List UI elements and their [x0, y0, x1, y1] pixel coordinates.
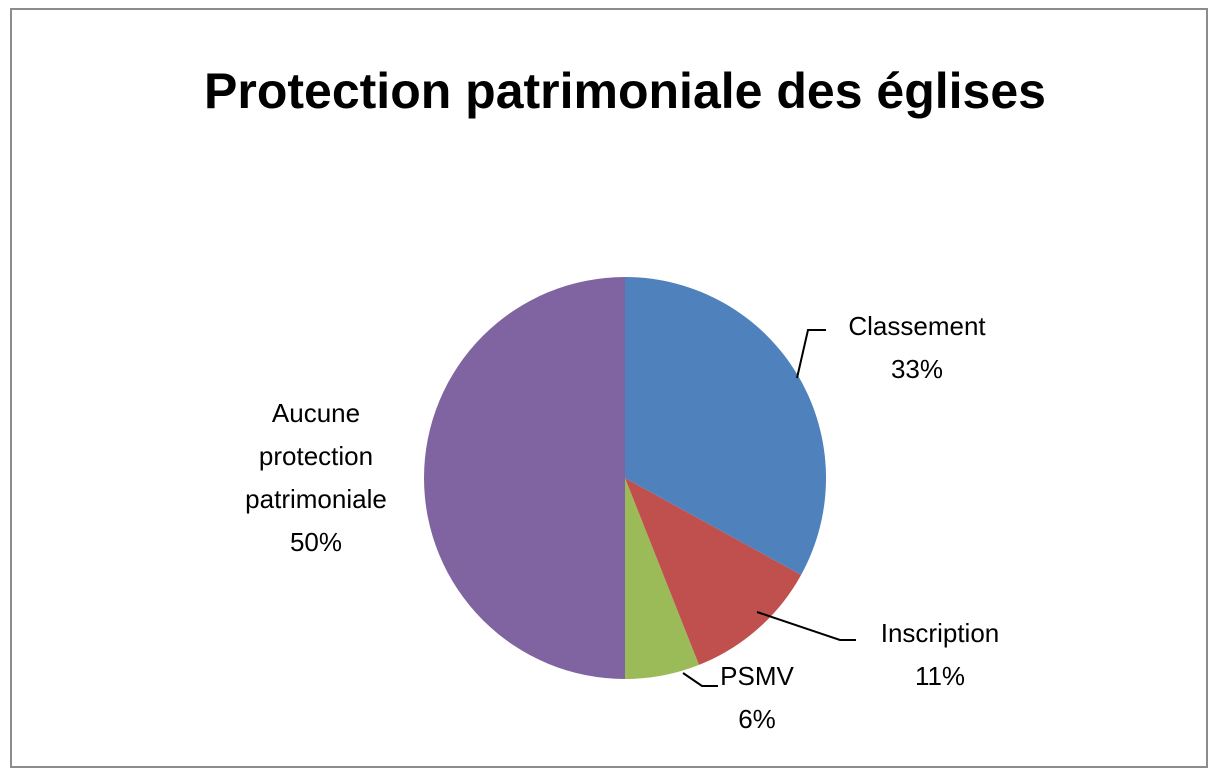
leader-line: [796, 329, 826, 379]
leader-line: [682, 672, 718, 687]
pie-slice: [625, 478, 699, 679]
pie-slice: [424, 277, 625, 679]
value-label: 50%: [289, 527, 343, 557]
value-label: 6%: [738, 704, 776, 734]
leader-line: [756, 611, 856, 641]
category-label: Classement: [848, 311, 986, 341]
leader-lines: [682, 329, 856, 687]
chart-title: Protection patrimoniale des églises: [204, 63, 1046, 119]
value-label: 11%: [914, 661, 966, 691]
pie-slice: [625, 478, 802, 665]
category-label: Inscription: [880, 618, 1000, 648]
value-label: 33%: [890, 354, 944, 384]
chart: [424, 277, 856, 687]
data-label: PSMV 6%: [720, 655, 794, 741]
category-label: PSMV: [720, 661, 794, 691]
category-label: Aucune protection patrimoniale: [245, 398, 387, 514]
pie-slice: [625, 277, 826, 575]
data-label: Inscription 11%: [881, 612, 1000, 698]
data-label: Classement 33%: [848, 305, 985, 391]
data-label: Aucune protection patrimoniale 50%: [216, 392, 416, 564]
page: {"chart_data": {"type": "pie", "title": …: [10, 8, 1208, 768]
